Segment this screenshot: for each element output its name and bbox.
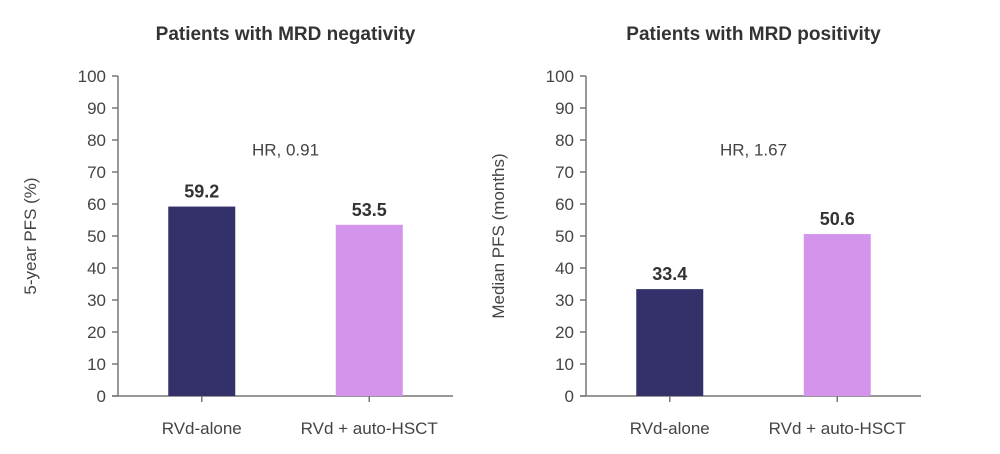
hazard-ratio-annotation: HR, 1.67: [720, 141, 787, 160]
x-tick-label: RVd + auto-HSCT: [769, 419, 906, 438]
y-tick-label: 50: [555, 227, 574, 246]
x-tick-label: RVd-alone: [630, 419, 710, 438]
y-tick-label: 30: [555, 291, 574, 310]
y-axis-label: 5-year PFS (%): [21, 177, 40, 294]
data-label: 59.2: [184, 182, 219, 202]
hazard-ratio-annotation: HR, 0.91: [252, 141, 319, 160]
y-tick-label: 10: [87, 355, 106, 374]
y-tick-label: 40: [87, 259, 106, 278]
chart-panel-1: Patients with MRD negativity 0 10 20 30 40 50 6…: [21, 24, 453, 438]
y-tick-label: 100: [78, 67, 106, 86]
y-tick-label: 40: [555, 259, 574, 278]
y-tick-label: 90: [87, 99, 106, 118]
data-label: 53.5: [352, 200, 387, 220]
bar-2: [803, 234, 871, 396]
y-tick-label: 100: [546, 67, 574, 86]
y-tick-label: 70: [555, 163, 574, 182]
y-tick-label: 60: [87, 195, 106, 214]
y-tick-label: 20: [87, 323, 106, 342]
bar-1: [168, 206, 236, 396]
y-tick-label: 80: [87, 131, 106, 150]
y-tick-label: 60: [555, 195, 574, 214]
bar-1: [636, 289, 704, 396]
chart-panel-2: Patients with MRD positivity 0 10 20 30 40 50 6…: [489, 24, 921, 438]
x-tick-label: RVd-alone: [162, 419, 242, 438]
chart-title: Patients with MRD negativity: [156, 24, 416, 45]
y-tick-label: 30: [87, 291, 106, 310]
y-tick-label: 0: [565, 387, 574, 406]
y-tick-label: 10: [555, 355, 574, 374]
data-label: 50.6: [820, 209, 855, 229]
y-tick-label: 70: [87, 163, 106, 182]
y-tick-label: 90: [555, 99, 574, 118]
y-tick-label: 80: [555, 131, 574, 150]
chart-title: Patients with MRD positivity: [626, 24, 881, 45]
y-tick-label: 20: [555, 323, 574, 342]
bar-2: [335, 224, 403, 396]
x-tick-label: RVd + auto-HSCT: [301, 419, 438, 438]
y-axis-label: Median PFS (months): [489, 153, 508, 318]
y-tick-label: 50: [87, 227, 106, 246]
data-label: 33.4: [652, 264, 687, 284]
y-tick-label: 0: [97, 387, 106, 406]
